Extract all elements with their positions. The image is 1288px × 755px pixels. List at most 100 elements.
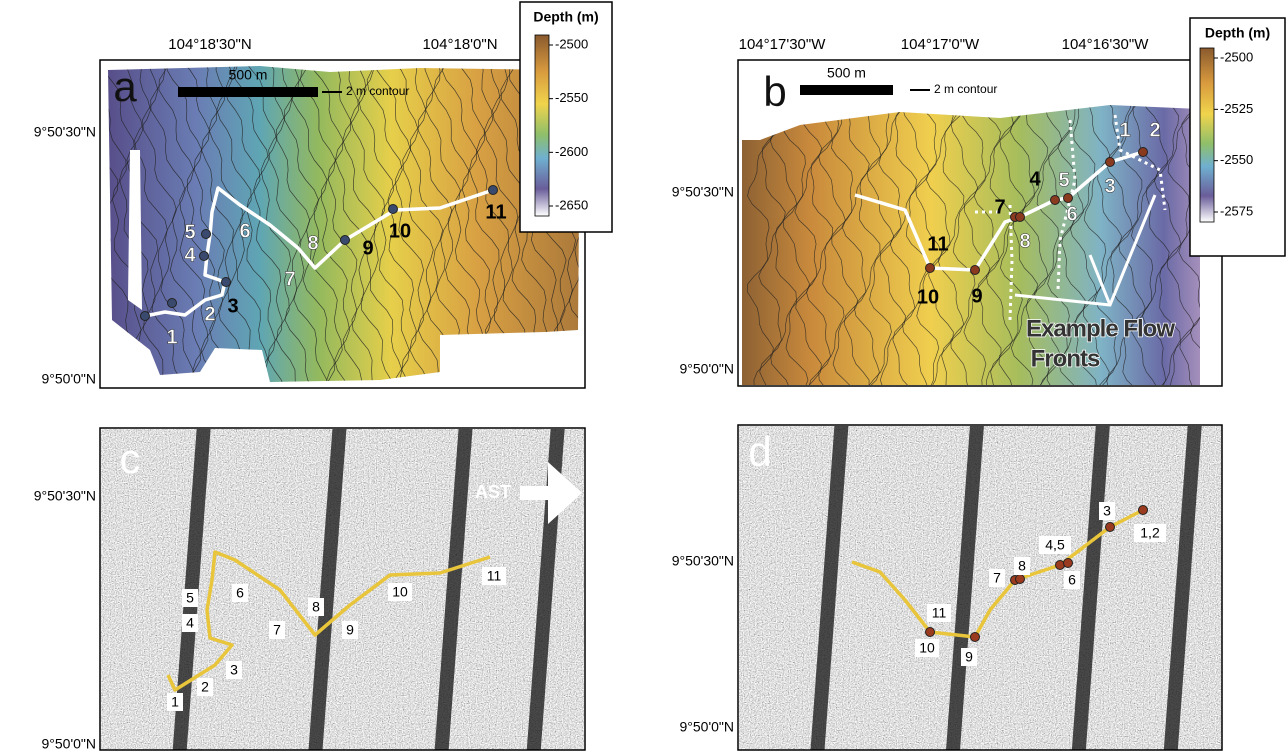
scale-label: 500 m	[229, 67, 268, 83]
station-label: 4,5	[1045, 537, 1065, 553]
station-label: 3	[230, 662, 238, 678]
station-label: 3	[1104, 175, 1115, 197]
station-label: 7	[273, 622, 281, 638]
station-label: 9	[965, 649, 973, 665]
latitude-label: 9°50'30"N	[34, 124, 96, 140]
colorbar-tick-label: -2550	[1220, 152, 1253, 167]
station-dot	[971, 266, 980, 275]
station-dot	[971, 633, 980, 642]
station-label: 4	[1029, 168, 1041, 190]
station-label: 7	[284, 268, 295, 290]
station-label: 10	[919, 640, 935, 656]
station-label: 4	[184, 244, 196, 266]
station-dot	[1139, 506, 1148, 515]
station-label: 11	[487, 568, 502, 584]
station-label: 11	[932, 605, 947, 621]
station-label: 8	[1018, 558, 1026, 574]
station-label: 8	[307, 232, 318, 254]
station-label: 2	[204, 303, 215, 325]
station-dot	[1139, 148, 1148, 157]
longitude-label: 104°18'30"N	[168, 36, 251, 53]
latitude-label: 9°50'0"N	[680, 719, 735, 735]
panel-letter: d	[748, 428, 771, 475]
station-label: 9	[362, 237, 373, 259]
latitude-label: 9°50'30"N	[34, 488, 96, 504]
station-label: 7	[994, 196, 1005, 218]
station-dot	[389, 205, 398, 214]
scale-bar	[800, 85, 893, 95]
colorbar-title: Depth (m)	[533, 9, 598, 25]
station-label: 3	[227, 295, 238, 317]
station-dot	[489, 186, 498, 195]
station-dot	[926, 264, 935, 273]
latitude-label: 9°50'30"N	[672, 184, 734, 200]
latitude-label: 9°50'0"N	[42, 736, 97, 752]
page: 104°18'30"N 104°18'0"N 9°50'30"N 9°50'0"N 10…	[0, 0, 1288, 755]
latitude-label: 9°50'0"N	[680, 361, 735, 377]
station-dot	[222, 278, 231, 287]
station-label: 9	[346, 622, 354, 638]
colorbar-tick-label: -2500	[555, 36, 588, 51]
scale-label: 500 m	[827, 65, 866, 81]
station-label: 10	[392, 584, 408, 600]
station-dot	[1064, 559, 1073, 568]
latitude-label: 9°50'0"N	[42, 371, 97, 387]
colorbar-tick-label: -2650	[555, 197, 588, 212]
station-label: 3	[1103, 503, 1111, 519]
station-dot	[926, 628, 935, 637]
station-label: 11	[927, 233, 948, 255]
sonar-clipD	[738, 425, 1222, 750]
colorbar-tick-label: -2600	[555, 144, 588, 159]
station-label: 11	[485, 201, 506, 223]
annotation: Example Flow	[1026, 315, 1175, 342]
station-label: 9	[971, 285, 982, 307]
station-label: 8	[312, 599, 320, 615]
station-label: 1	[166, 326, 177, 348]
longitude-label: 104°16'30"W	[1062, 36, 1150, 53]
contour-label: 2 m contour	[346, 84, 409, 98]
panel-letter: b	[763, 68, 786, 115]
station-label: 1	[1119, 119, 1130, 141]
station-label: 6	[239, 220, 250, 242]
panel-letter: c	[120, 435, 141, 482]
scale-bar	[178, 87, 318, 97]
gap	[128, 150, 142, 310]
station-label: 5	[1058, 169, 1069, 191]
station-label: 6	[236, 585, 244, 601]
station-dot	[202, 230, 211, 239]
longitude-label: 104°17'0"W	[901, 36, 980, 53]
station-label: 10	[917, 286, 939, 308]
station-label: 5	[184, 221, 195, 243]
contour-label: 2 m contour	[934, 82, 997, 96]
station-dot	[1064, 194, 1073, 203]
station-label: 2	[1149, 119, 1160, 141]
colorbar-tick-label: -2525	[1220, 101, 1253, 116]
colorbar-tick-label: -2550	[555, 90, 588, 105]
figure: 104°18'30"N 104°18'0"N 9°50'30"N 9°50'0"N 10…	[0, 0, 1288, 755]
colorbar	[535, 35, 549, 216]
station-dot	[1106, 158, 1115, 167]
annotation: Fronts	[1031, 345, 1100, 372]
colorbar-tick-label: -2500	[1220, 49, 1253, 64]
arrow-label: AST	[475, 482, 511, 502]
panel-letter: a	[113, 63, 137, 110]
station-dot	[341, 236, 350, 245]
station-label: 4	[186, 615, 194, 631]
longitude-label: 104°17'30"W	[739, 36, 827, 53]
station-label: 2	[201, 679, 209, 695]
station-label: 6	[1066, 203, 1077, 225]
station-dot	[1051, 196, 1060, 205]
station-label: 8	[1019, 230, 1030, 252]
station-dot	[200, 252, 209, 261]
station-label: 10	[389, 220, 411, 242]
colorbar-title: Depth (m)	[1205, 25, 1270, 41]
station-dot	[1016, 213, 1025, 222]
longitude-label: 104°18'0"N	[422, 36, 497, 53]
colorbar-tick-label: -2575	[1220, 203, 1253, 218]
colorbar	[1200, 48, 1214, 222]
station-label: 5	[186, 590, 194, 606]
station-dot	[1016, 575, 1025, 584]
latitude-label: 9°50'30"N	[672, 553, 734, 569]
station-label: 6	[1068, 572, 1076, 588]
station-dot	[141, 312, 150, 321]
